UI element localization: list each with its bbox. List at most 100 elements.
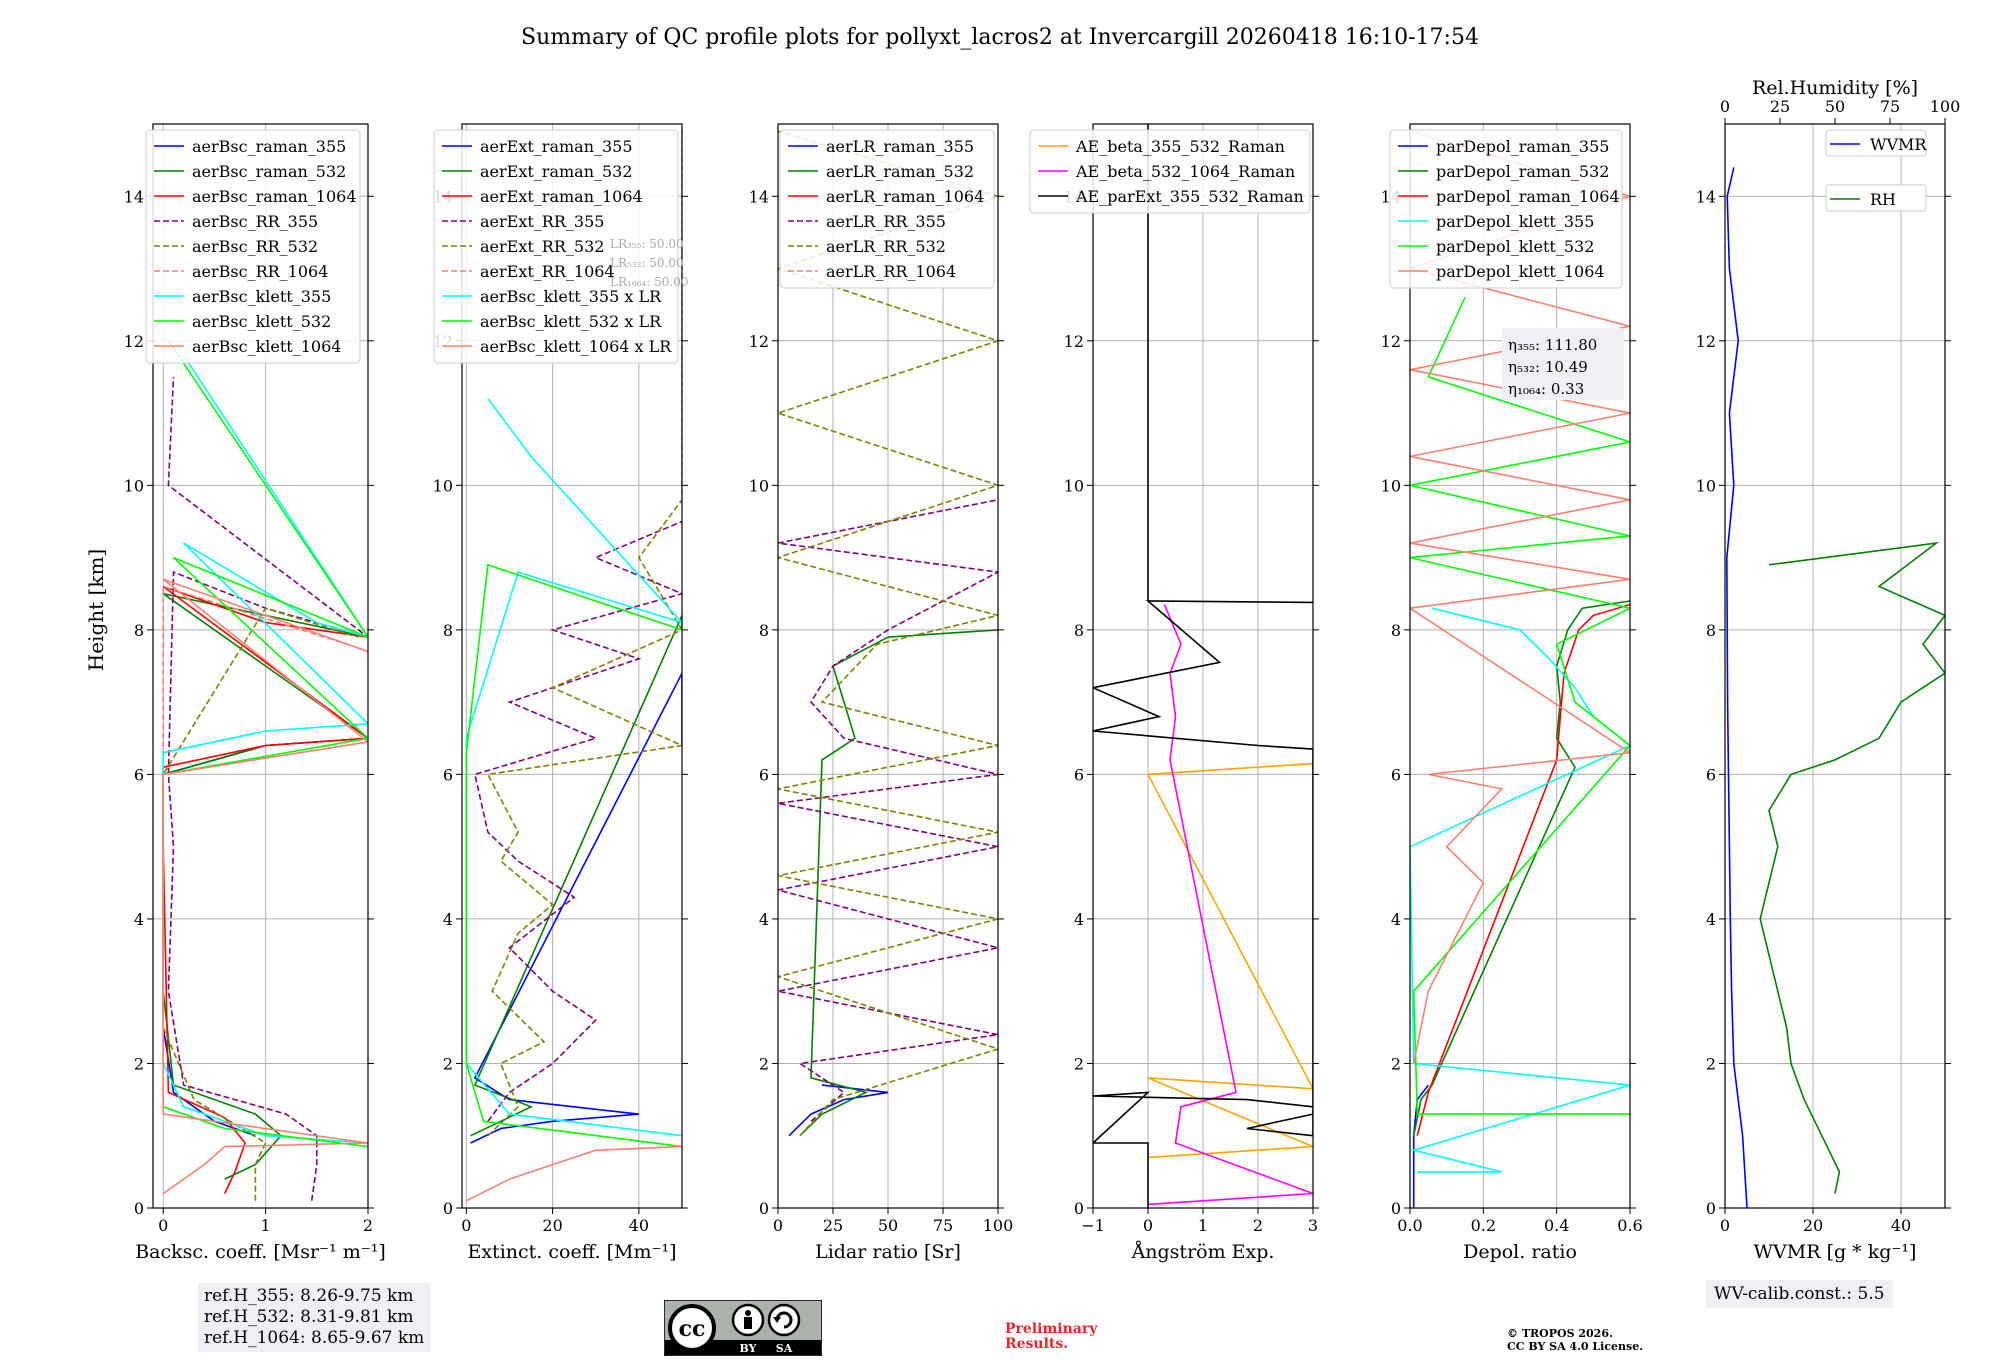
ytick-label-ext-6: 6 (443, 765, 453, 784)
legend-label-ext-1: aerExt_raman_532 (480, 162, 633, 181)
series-group-depol (1410, 130, 1630, 1208)
series-aerExt_RR_355 (473, 520, 682, 1122)
ytick-label-depol-4: 4 (1391, 910, 1401, 929)
series-aerLR_RR_532 (778, 130, 998, 1137)
ytick-label-depol-0: 0 (1391, 1199, 1401, 1218)
ytick-label-bsc-12: 12 (124, 332, 144, 351)
ytick-label-wv-4: 4 (1706, 910, 1716, 929)
ytick-label-depol-12: 12 (1381, 332, 1401, 351)
series-AE_beta_532_1064_Raman (1147, 604, 1313, 1206)
legend-label-bsc-4: aerBsc_RR_532 (192, 237, 318, 256)
ytick-label-ang-2: 2 (1074, 1054, 1084, 1073)
legend-label-depol-0: parDepol_raman_355 (1436, 137, 1609, 156)
ytick-label-ext-2: 2 (443, 1054, 453, 1073)
series-group-ext (465, 131, 682, 1202)
xtick-label-lr-3: 75 (933, 1216, 953, 1235)
copyright-line-1: © TROPOS 2026. (1507, 1327, 1613, 1340)
sa-text: SA (776, 1342, 793, 1355)
series-aerBsc_klett_1064 (162, 578, 368, 1195)
xtick-label-depol-3: 0.6 (1617, 1216, 1642, 1235)
legend-box-lr (779, 129, 995, 289)
ytick-label-ext-10: 10 (433, 476, 453, 495)
ytick-label-wv-14: 14 (1696, 187, 1716, 206)
series-aerBsc_klett_1064 x LR (465, 1145, 682, 1202)
preliminary-line-1: Preliminary (1005, 1321, 1098, 1337)
top-axis-label: Rel.Humidity [%] (1752, 77, 1918, 99)
xlabel-depol: Depol. ratio (1463, 1241, 1577, 1263)
legend-label-bsc-7: aerBsc_klett_532 (192, 312, 331, 331)
xtick-label-bsc-2: 2 (363, 1216, 373, 1235)
legend-label-bsc-6: aerBsc_klett_355 (192, 287, 331, 306)
ytick-label-ang-8: 8 (1074, 621, 1084, 640)
series-group-wv (1725, 167, 1945, 1208)
top-tick-label-2: 50 (1825, 97, 1845, 116)
eta-label-1: η₅₃₂: 10.49 (1508, 358, 1588, 376)
xtick-label-wv-0: 0 (1720, 1216, 1730, 1235)
ytick-label-depol-8: 8 (1391, 621, 1401, 640)
ytick-label-ang-4: 4 (1074, 910, 1084, 929)
ytick-label-lr-14: 14 (749, 187, 769, 206)
legend-label-ext-2: aerExt_raman_1064 (480, 187, 643, 206)
legend-box-bsc (145, 129, 361, 364)
ytick-label-lr-4: 4 (759, 910, 769, 929)
ytick-label-lr-0: 0 (759, 1199, 769, 1218)
xtick-label-bsc-0: 0 (158, 1216, 168, 1235)
series-aerBsc_klett_532 (162, 340, 368, 1148)
series-aerBsc_RR_355 (167, 376, 368, 1201)
preliminary-line-2: Results. (1005, 1336, 1069, 1352)
ref-height-532: ref.H_532: 8.31-9.81 km (204, 1307, 414, 1327)
series-parDepol_raman_532 (1412, 600, 1630, 1136)
ytick-label-bsc-2: 2 (134, 1054, 144, 1073)
legend-box-depol (1389, 129, 1623, 289)
ref-height-355: ref.H_355: 8.26-9.75 km (204, 1286, 414, 1306)
xtick-label-depol-1: 0.2 (1471, 1216, 1496, 1235)
cc-icon (668, 1304, 716, 1352)
xtick-label-ext-1: 20 (542, 1216, 562, 1235)
legend-label-bsc-3: aerBsc_RR_355 (192, 212, 318, 231)
legend-label-ext-0: aerExt_raman_355 (480, 137, 633, 156)
series-aerExt_RR_532 (486, 131, 682, 1137)
eta-box (1502, 328, 1624, 400)
xlabel-ang: Ångström Exp. (1131, 1241, 1275, 1263)
ytick-label-depol-6: 6 (1391, 765, 1401, 784)
series-parDepol_klett_355 (1410, 607, 1630, 1173)
lr-label-2: LR₁₀₆₄: 50.00 (610, 275, 688, 289)
panel-ang: −1012302468101214Ångström Exp.AE_beta_35… (1029, 123, 1319, 1263)
lr-label-1: LR₅₃₂: 50.00 (610, 256, 684, 270)
series-aerExt_raman_532 (470, 615, 682, 1137)
panel-ext: 0204002468101214Extinct. coeff. [Mm⁻¹]ae… (433, 123, 688, 1263)
series-aerLR_RR_355 (778, 499, 998, 1122)
legend-box-wv-1 (1825, 184, 1927, 212)
y-axis-label: Height [km] (84, 549, 108, 671)
panel-wv: 0 20 40 0 2 4 6 8 10 12 14 WVMR [g * kg⁻¹] 0 25 50 75 10… (1696, 77, 1961, 1263)
ytick-label-lr-6: 6 (759, 765, 769, 784)
legend-box-wv-0 (1825, 129, 1927, 157)
series-RH (1759, 541, 1945, 1194)
series-aerExt_raman_355 (470, 672, 682, 1144)
series-parDepol_raman_355 (1412, 1084, 1429, 1208)
series-group-ang (1093, 124, 1313, 1208)
legend-label-depol-4: parDepol_klett_532 (1436, 237, 1594, 256)
legend-box-ext (433, 129, 679, 364)
copyright-note: © TROPOS 2026. CC BY SA 4.0 License. (1507, 1327, 1643, 1353)
axes-frame-bsc (152, 123, 369, 1209)
ytick-label-wv-8: 8 (1706, 621, 1716, 640)
copyright-line-2: CC BY SA 4.0 License. (1507, 1340, 1644, 1353)
axes-frame-wv (1724, 123, 1946, 1209)
series-aerBsc_RR_532 (162, 607, 359, 1201)
reference-heights-box: ref.H_355: 8.26-9.75 km ref.H_532: 8.31-… (198, 1283, 431, 1352)
legend-label-bsc-8: aerBsc_klett_1064 (192, 337, 341, 356)
series-aerBsc_klett_532 x LR (465, 563, 682, 1148)
xtick-label-ang-1: 0 (1143, 1216, 1153, 1235)
figure-title: Summary of QC profile plots for pollyxt_… (521, 25, 1479, 50)
series-group-bsc (162, 340, 368, 1201)
legend-label-bsc-5: aerBsc_RR_1064 (192, 262, 328, 281)
xtick-label-bsc-1: 1 (261, 1216, 271, 1235)
ytick-label-wv-2: 2 (1706, 1054, 1716, 1073)
series-aerLR_raman_355 (788, 1084, 889, 1137)
preliminary-results-note: Preliminary Results. (1005, 1322, 1097, 1352)
ytick-label-lr-12: 12 (749, 332, 769, 351)
top-tick-label-0: 0 (1720, 97, 1730, 116)
xtick-label-ang-4: 3 (1308, 1216, 1318, 1235)
